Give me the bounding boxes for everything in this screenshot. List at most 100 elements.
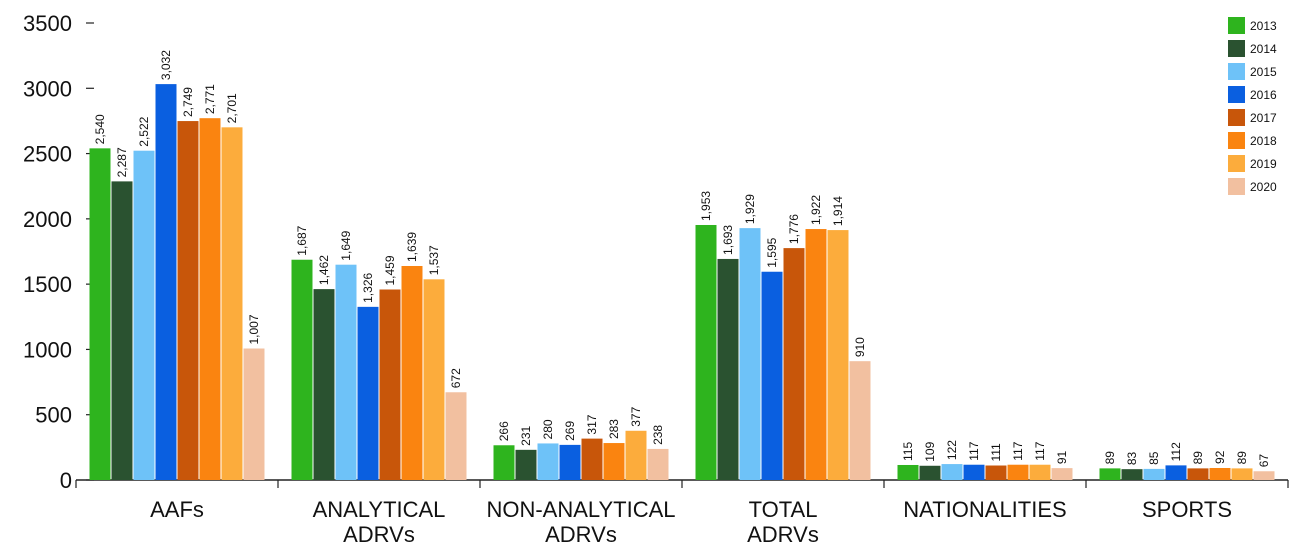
category-label: NON-ANALYTICAL ADRVs [486, 497, 675, 544]
bar [1051, 468, 1073, 480]
bar [559, 444, 581, 480]
bar [199, 118, 221, 480]
legend-label: 2015 [1250, 65, 1277, 79]
bar [849, 361, 871, 480]
bar [783, 248, 805, 480]
data-label: 112 [1169, 442, 1183, 461]
legend-swatch [1228, 132, 1245, 149]
bar [919, 465, 941, 480]
legend-swatch [1228, 86, 1245, 103]
legend-swatch [1228, 155, 1245, 172]
data-label: 1,693 [721, 225, 735, 255]
legend-swatch [1228, 17, 1245, 34]
bar [1007, 464, 1029, 480]
data-label: 1,639 [405, 232, 419, 262]
data-label: 85 [1147, 451, 1161, 465]
bar [423, 279, 445, 480]
legend-swatch [1228, 109, 1245, 126]
bar [1121, 469, 1143, 480]
legend-label: 2018 [1250, 134, 1277, 148]
legend-swatch [1228, 40, 1245, 57]
bar [357, 306, 379, 480]
data-label: 910 [853, 337, 867, 357]
x-axis: AAFs ANALYTICAL ADRVs NON-ANALYTICAL ADRVs TO… [75, 479, 1289, 544]
category-label: AAFs [150, 497, 204, 522]
data-label: 317 [585, 414, 599, 434]
bar [581, 438, 603, 480]
data-label: 89 [1191, 451, 1205, 465]
bar [493, 445, 515, 480]
data-label: 1,326 [361, 273, 375, 303]
data-label: 283 [607, 419, 621, 439]
legend-swatch [1228, 178, 1245, 195]
legend: 2013 2014 2015 2016 2017 2018 2019 2020 [1228, 17, 1277, 195]
data-label: 2,771 [203, 84, 217, 114]
data-label: 1,007 [247, 314, 261, 344]
bar [1209, 467, 1231, 480]
bar [1187, 468, 1209, 480]
data-label: 231 [519, 425, 533, 445]
legend-label: 2013 [1250, 19, 1277, 33]
data-label: 280 [541, 419, 555, 439]
bars: 2,540 2,287 2,522 3,032 2,749 2,771 2,701 1,007… [89, 50, 1275, 481]
category-label: ANALYTICAL ADRVs [313, 497, 446, 544]
bar [335, 264, 357, 480]
data-label: 1,462 [317, 255, 331, 285]
y-axis: 0 500 1000 1500 2000 2500 3000 3500 [23, 11, 94, 493]
bar [985, 465, 1007, 480]
bar [445, 392, 467, 480]
category-label: SPORTS [1142, 497, 1232, 522]
data-label: 117 [1033, 441, 1047, 460]
bar [1253, 471, 1275, 480]
data-label: 111 [989, 443, 1003, 462]
bar [111, 181, 133, 480]
data-label: 1,922 [809, 195, 823, 225]
y-tick-label: 2500 [23, 142, 72, 167]
bar [221, 127, 243, 480]
bar [379, 289, 401, 480]
data-label: 238 [651, 425, 665, 445]
data-label: 2,701 [225, 93, 239, 123]
bar [897, 464, 919, 480]
legend-swatch [1228, 63, 1245, 80]
data-label: 672 [449, 368, 463, 388]
category-label: NATIONALITIES [903, 497, 1066, 522]
data-label: 117 [967, 441, 981, 460]
data-label: 67 [1257, 454, 1271, 468]
bar [805, 229, 827, 480]
legend-label: 2016 [1250, 88, 1277, 102]
bar [941, 464, 963, 480]
legend-label: 2019 [1250, 157, 1277, 171]
data-label: 269 [563, 421, 577, 441]
data-label: 1,929 [743, 194, 757, 224]
y-tick-label: 3000 [23, 76, 72, 101]
bar [515, 449, 537, 480]
data-label: 89 [1235, 451, 1249, 465]
bar [89, 148, 111, 480]
data-label: 2,749 [181, 87, 195, 117]
data-label: 3,032 [159, 50, 173, 80]
data-label: 2,522 [137, 116, 151, 146]
bar [537, 443, 559, 480]
bar [1143, 468, 1165, 480]
bar [603, 443, 625, 480]
y-tick-label: 3500 [23, 11, 72, 36]
data-label: 122 [945, 440, 959, 460]
data-label: 1,953 [699, 191, 713, 221]
y-tick-label: 1500 [23, 272, 72, 297]
bar [963, 464, 985, 480]
bar [1029, 464, 1051, 480]
data-label: 1,595 [765, 237, 779, 267]
bar [291, 259, 313, 480]
data-label: 2,540 [93, 114, 107, 144]
data-label: 91 [1055, 450, 1069, 464]
data-label: 109 [923, 441, 937, 461]
bar [647, 448, 669, 480]
bar [827, 230, 849, 480]
data-label: 117 [1011, 441, 1025, 460]
legend-label: 2014 [1250, 42, 1277, 56]
bar [177, 121, 199, 480]
bar [1099, 468, 1121, 480]
data-label: 1,649 [339, 230, 353, 260]
